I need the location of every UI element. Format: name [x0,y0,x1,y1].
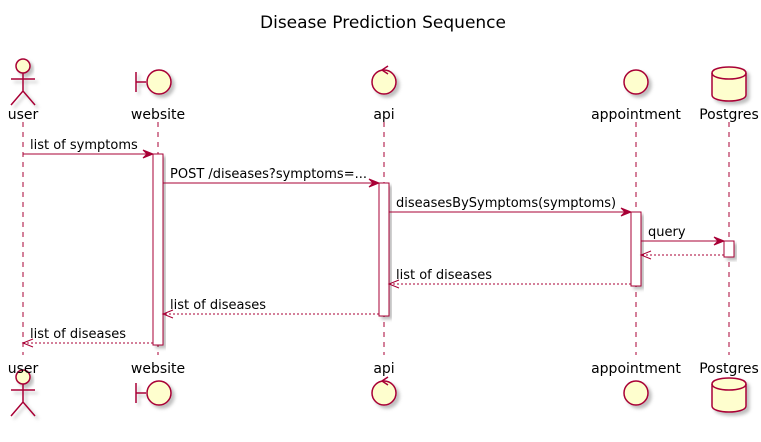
participant-postgres-bottom: Postgres [699,361,759,413]
open-arrowhead-icon [161,309,174,319]
actor-icon [10,369,36,417]
participant-label: appointment [591,361,681,377]
filled-arrowhead-icon [368,178,381,188]
participant-website-top: website [131,69,185,123]
entity-icon [623,69,649,97]
message-label: list of diseases [396,268,492,283]
entity-icon [623,380,649,408]
actor-icon [10,58,36,106]
participant-user-top: user [8,58,39,123]
participant-api-top: api [371,65,397,123]
activation-bar-api [378,182,390,317]
participant-label: user [8,107,39,123]
message-label: POST /diseases?symptoms=... [170,167,367,182]
message-4 [639,250,724,260]
control-icon [371,65,397,95]
open-arrowhead-icon [387,279,400,289]
message-7: list of diseases [21,327,153,348]
message-label: list of diseases [170,298,266,313]
message-label: diseasesBySymptoms(symptoms) [396,196,616,211]
participant-appointment-top: appointment [591,69,681,123]
participant-label: website [131,107,185,123]
database-icon [711,66,747,102]
message-6: list of diseases [161,298,379,319]
participant-label: appointment [591,107,681,123]
filled-arrowhead-icon [713,236,726,246]
participant-label: website [131,361,185,377]
message-label: query [648,225,686,240]
participant-website-bottom: website [131,361,185,406]
message-3: query [641,225,726,246]
activation-bar-postgres [723,240,735,258]
message-2: diseasesBySymptoms(symptoms) [389,196,633,217]
participant-user-bottom: user [8,361,39,417]
diagram-title: Disease Prediction Sequence [260,13,506,33]
participant-label: api [373,361,394,377]
message-label: list of diseases [30,327,126,342]
participant-appointment-bottom: appointment [591,361,681,408]
activation-bar-appointment [630,211,642,287]
participant-label: user [8,361,39,377]
message-label: list of symptoms [30,138,138,153]
message-5: list of diseases [387,268,631,289]
participant-label: Postgres [699,361,759,377]
database-icon [711,377,747,413]
control-icon [371,376,397,406]
open-arrowhead-icon [639,250,652,260]
open-arrowhead-icon [21,338,34,348]
filled-arrowhead-icon [620,207,633,217]
participant-postgres-top: Postgres [699,66,759,123]
boundary-icon [135,69,172,95]
message-1: POST /diseases?symptoms=... [163,167,381,188]
activation-bar-website [152,153,164,346]
participant-label: api [373,107,394,123]
boundary-icon [135,380,172,406]
message-0: list of symptoms [23,138,155,159]
filled-arrowhead-icon [142,149,155,159]
participant-label: Postgres [699,107,759,123]
participant-api-bottom: api [371,361,397,406]
